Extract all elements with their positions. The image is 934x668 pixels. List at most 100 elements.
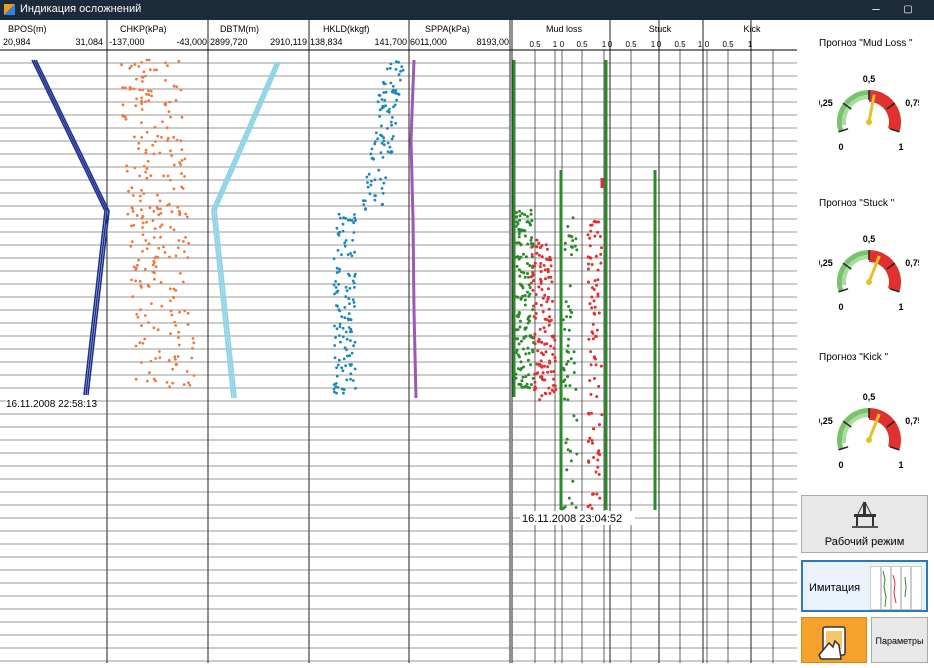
mudloss-point	[591, 492, 594, 496]
chkp-point	[148, 68, 152, 72]
hkld-point	[348, 354, 352, 358]
restore-button[interactable]: ▢	[903, 4, 913, 15]
hkld-point	[390, 150, 394, 154]
chkp-point	[143, 314, 147, 317]
work-mode-button[interactable]: Рабочий режим	[801, 495, 928, 553]
chkp-point	[148, 206, 152, 210]
mudloss-point	[574, 506, 578, 509]
mudloss-point	[538, 327, 542, 331]
chkp-point	[191, 337, 195, 340]
mudloss-point	[594, 363, 598, 367]
track-max-dbtm: 2910,119	[270, 37, 307, 47]
mudloss-point	[539, 282, 543, 285]
mudloss-point	[589, 256, 593, 260]
chkp-point	[158, 356, 162, 360]
mudloss-point	[594, 335, 598, 338]
mudloss-point	[567, 496, 571, 500]
chkp-point	[172, 187, 176, 191]
mudloss-point	[517, 235, 521, 239]
chkp-point	[125, 164, 128, 168]
chkp-point	[153, 271, 156, 275]
mudloss-point	[563, 241, 567, 245]
hkld-point	[378, 108, 382, 112]
chkp-point	[152, 259, 156, 263]
mudloss-point	[531, 274, 535, 278]
hkld-point	[332, 257, 336, 260]
mudloss-point	[595, 328, 599, 332]
hkld-point	[391, 135, 395, 138]
tick-label: 0	[560, 40, 565, 49]
chkp-point	[173, 357, 177, 361]
hkld-point	[383, 98, 387, 102]
chkp-point	[183, 175, 186, 178]
mudloss-point	[593, 279, 597, 283]
chkp-point	[130, 224, 133, 228]
chkp-point	[175, 363, 179, 366]
chkp-point	[141, 233, 145, 237]
mudloss-point	[568, 308, 572, 312]
mudloss-point	[515, 220, 519, 224]
hkld-point	[394, 68, 398, 71]
gauge-label: 0,75	[905, 416, 919, 426]
hkld-point	[383, 82, 387, 86]
mudloss-point	[516, 315, 520, 319]
mudloss-point	[565, 468, 569, 472]
prob-track-name-kick: Kick	[743, 24, 761, 34]
mudloss-point	[540, 365, 544, 369]
mudloss-point	[523, 298, 527, 302]
track-max-hkld: 141,700	[374, 37, 407, 47]
mudloss-point	[547, 386, 551, 390]
chkp-point	[147, 321, 150, 324]
chkp-point	[172, 84, 176, 88]
hand-tablet-button[interactable]	[801, 617, 867, 663]
hkld-point	[335, 304, 338, 307]
mudloss-point	[565, 315, 569, 319]
mudloss-point	[530, 219, 534, 223]
chkp-point	[138, 341, 142, 344]
chkp-point	[156, 328, 160, 332]
chkp-point	[143, 267, 147, 271]
minimize-button[interactable]: –	[872, 1, 880, 16]
mudloss-point	[598, 235, 602, 238]
hkld-point	[397, 93, 401, 96]
mudloss-point	[542, 326, 546, 330]
gauge-label: 0,5	[863, 392, 876, 402]
mudloss-point	[534, 312, 538, 315]
chkp-point	[170, 210, 174, 214]
gauge-tick	[842, 102, 852, 110]
chkp-point	[135, 313, 139, 316]
mudloss-point	[554, 388, 558, 392]
gauge-title-stuck: Прогноз "Stuck "	[819, 198, 895, 209]
imitation-button[interactable]: Имитация	[801, 560, 928, 612]
hkld-point	[382, 91, 386, 94]
chkp-point	[147, 93, 151, 97]
hkld-point	[353, 367, 357, 371]
chkp-point	[153, 277, 156, 281]
hkld-point	[334, 382, 338, 385]
gauge-tick	[886, 102, 896, 110]
title-bar: Индикация осложнений – ▢	[0, 0, 934, 20]
chkp-point	[186, 311, 190, 315]
mudloss-point	[587, 337, 591, 341]
chkp-point	[167, 359, 171, 362]
parameters-button[interactable]: Параметры	[871, 617, 928, 663]
gauge-label: 0	[838, 460, 843, 470]
hkld-point	[347, 326, 351, 329]
mudloss-point	[543, 330, 547, 334]
chkp-point	[141, 80, 144, 83]
mudloss-point	[575, 418, 579, 422]
hkld-point	[397, 73, 401, 76]
hkld-point	[343, 346, 347, 350]
hkld-point	[354, 386, 357, 390]
mudloss-point	[541, 296, 545, 300]
mudloss-point	[526, 358, 530, 362]
hkld-point	[384, 176, 388, 180]
mudloss-point	[520, 385, 524, 389]
chkp-point	[170, 313, 174, 317]
hkld-point	[344, 285, 348, 289]
hkld-point	[376, 100, 380, 104]
gauge-mudloss: 0 0,25 0,5 0,75 1	[819, 74, 919, 152]
mudloss-point	[525, 382, 529, 386]
chkp-point	[132, 87, 136, 91]
hkld-point	[380, 98, 384, 101]
